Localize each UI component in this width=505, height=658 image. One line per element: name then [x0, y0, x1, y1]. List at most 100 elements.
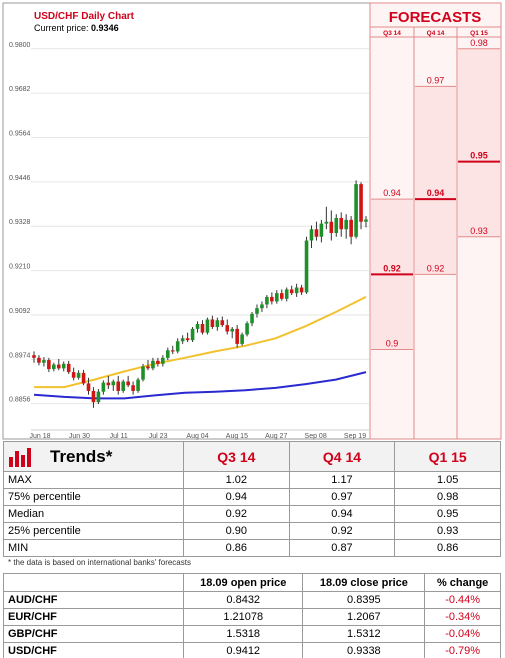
candle-body	[126, 381, 130, 386]
candle	[175, 338, 180, 354]
candle-body	[354, 184, 358, 237]
candle-body	[156, 360, 160, 364]
candle-body	[200, 323, 205, 333]
candle-body	[71, 372, 76, 378]
row-label: MAX	[3, 471, 184, 489]
fx-row-gbpchf: GBP/CHF 1.5318 1.5312 -0.04%	[3, 625, 501, 643]
candle-body	[279, 293, 284, 299]
candle-body	[334, 217, 339, 234]
candle-body	[161, 357, 165, 364]
candle-body	[52, 364, 56, 370]
row-value: 0.92	[183, 505, 290, 523]
fx-open: 0.8432	[182, 591, 304, 609]
forecast-median-label: 0.95	[470, 151, 488, 161]
candle	[101, 380, 106, 395]
row-label: 75% percentile	[3, 488, 184, 506]
candle	[136, 377, 140, 393]
row-label: Median	[3, 505, 184, 523]
candle	[61, 361, 66, 372]
row-value: 0.86	[183, 539, 290, 557]
candle	[126, 375, 130, 388]
y-tick-label: 0.9682	[9, 86, 31, 93]
candle	[52, 362, 56, 372]
candle	[42, 357, 46, 367]
y-tick-label: 0.8974	[9, 352, 31, 359]
row-value: 0.86	[394, 539, 501, 557]
row-label: 25% percentile	[3, 522, 184, 540]
candle-body	[205, 319, 210, 333]
fx-pair: GBP/CHF	[3, 625, 184, 643]
candle	[235, 325, 239, 348]
candle-body	[339, 217, 344, 230]
candle-body	[37, 357, 41, 363]
candle	[156, 357, 160, 367]
forecast-band	[415, 86, 456, 275]
candle-body	[81, 372, 86, 384]
candle	[364, 216, 368, 228]
fx-open: 1.5318	[182, 625, 304, 643]
candle-body	[185, 338, 190, 341]
candle-body	[111, 381, 116, 386]
candle	[314, 221, 319, 241]
candle	[37, 355, 41, 366]
candle-body	[324, 221, 329, 224]
candle-body	[275, 293, 279, 302]
fx-col-open: 18.09 open price	[182, 573, 304, 592]
candle	[32, 351, 36, 363]
candle	[319, 219, 324, 243]
candle	[265, 295, 269, 309]
trends-title-cell: Trends*	[3, 441, 184, 472]
candle	[146, 360, 150, 371]
candle	[66, 360, 71, 374]
usdchf-forecast-chart: USD/CHF Daily Chart Current price: 0.934…	[2, 2, 502, 440]
x-tick-label: Jul 23	[149, 433, 168, 440]
candle	[180, 335, 185, 344]
candle	[86, 377, 91, 395]
fx-close: 0.9338	[302, 642, 426, 658]
x-tick-label: Sep 19	[344, 433, 366, 440]
row-value: 0.87	[288, 539, 396, 557]
forecast-median-label: 0.94	[427, 188, 445, 198]
candle	[220, 316, 225, 327]
candle	[230, 326, 235, 339]
candle-body	[190, 328, 195, 341]
row-value: 0.97	[288, 488, 396, 506]
candle-body	[106, 382, 111, 386]
candle-body	[131, 385, 135, 391]
candle-body	[210, 319, 215, 327]
candle-body	[220, 320, 225, 326]
row-value: 0.94	[183, 488, 290, 506]
y-tick-label: 0.9092	[9, 308, 31, 315]
row-value: 0.98	[394, 488, 501, 506]
candle-body	[245, 323, 249, 335]
candle-body	[165, 350, 170, 358]
fx-blank-header	[3, 573, 184, 592]
candle	[91, 387, 96, 408]
fx-change: -0.79%	[424, 642, 501, 658]
row-value: 0.93	[394, 522, 501, 540]
candle	[170, 345, 175, 355]
y-tick-label: 0.9800	[9, 42, 31, 49]
ma-slow-line	[33, 371, 367, 400]
candle-body	[294, 287, 299, 294]
y-tick-label: 0.9328	[9, 219, 31, 226]
fx-change: -0.44%	[424, 591, 501, 609]
candle	[304, 236, 309, 294]
candle-body	[260, 304, 264, 309]
candle	[344, 214, 348, 239]
candle-body	[309, 229, 314, 241]
candle-body	[240, 334, 244, 344]
candle-body	[329, 221, 334, 234]
candle	[334, 214, 339, 237]
x-tick-label: Jul 11	[110, 433, 128, 440]
candle-body	[42, 360, 46, 363]
trends-title: Trends*	[50, 446, 113, 466]
candle	[96, 389, 101, 405]
candle	[359, 182, 363, 230]
candle-body	[225, 325, 230, 332]
candle	[245, 321, 249, 337]
row-value: 0.94	[288, 505, 396, 523]
candle	[324, 206, 329, 230]
fx-prices-table: 18.09 open price 18.09 close price % cha…	[3, 573, 501, 658]
candle	[121, 379, 125, 393]
